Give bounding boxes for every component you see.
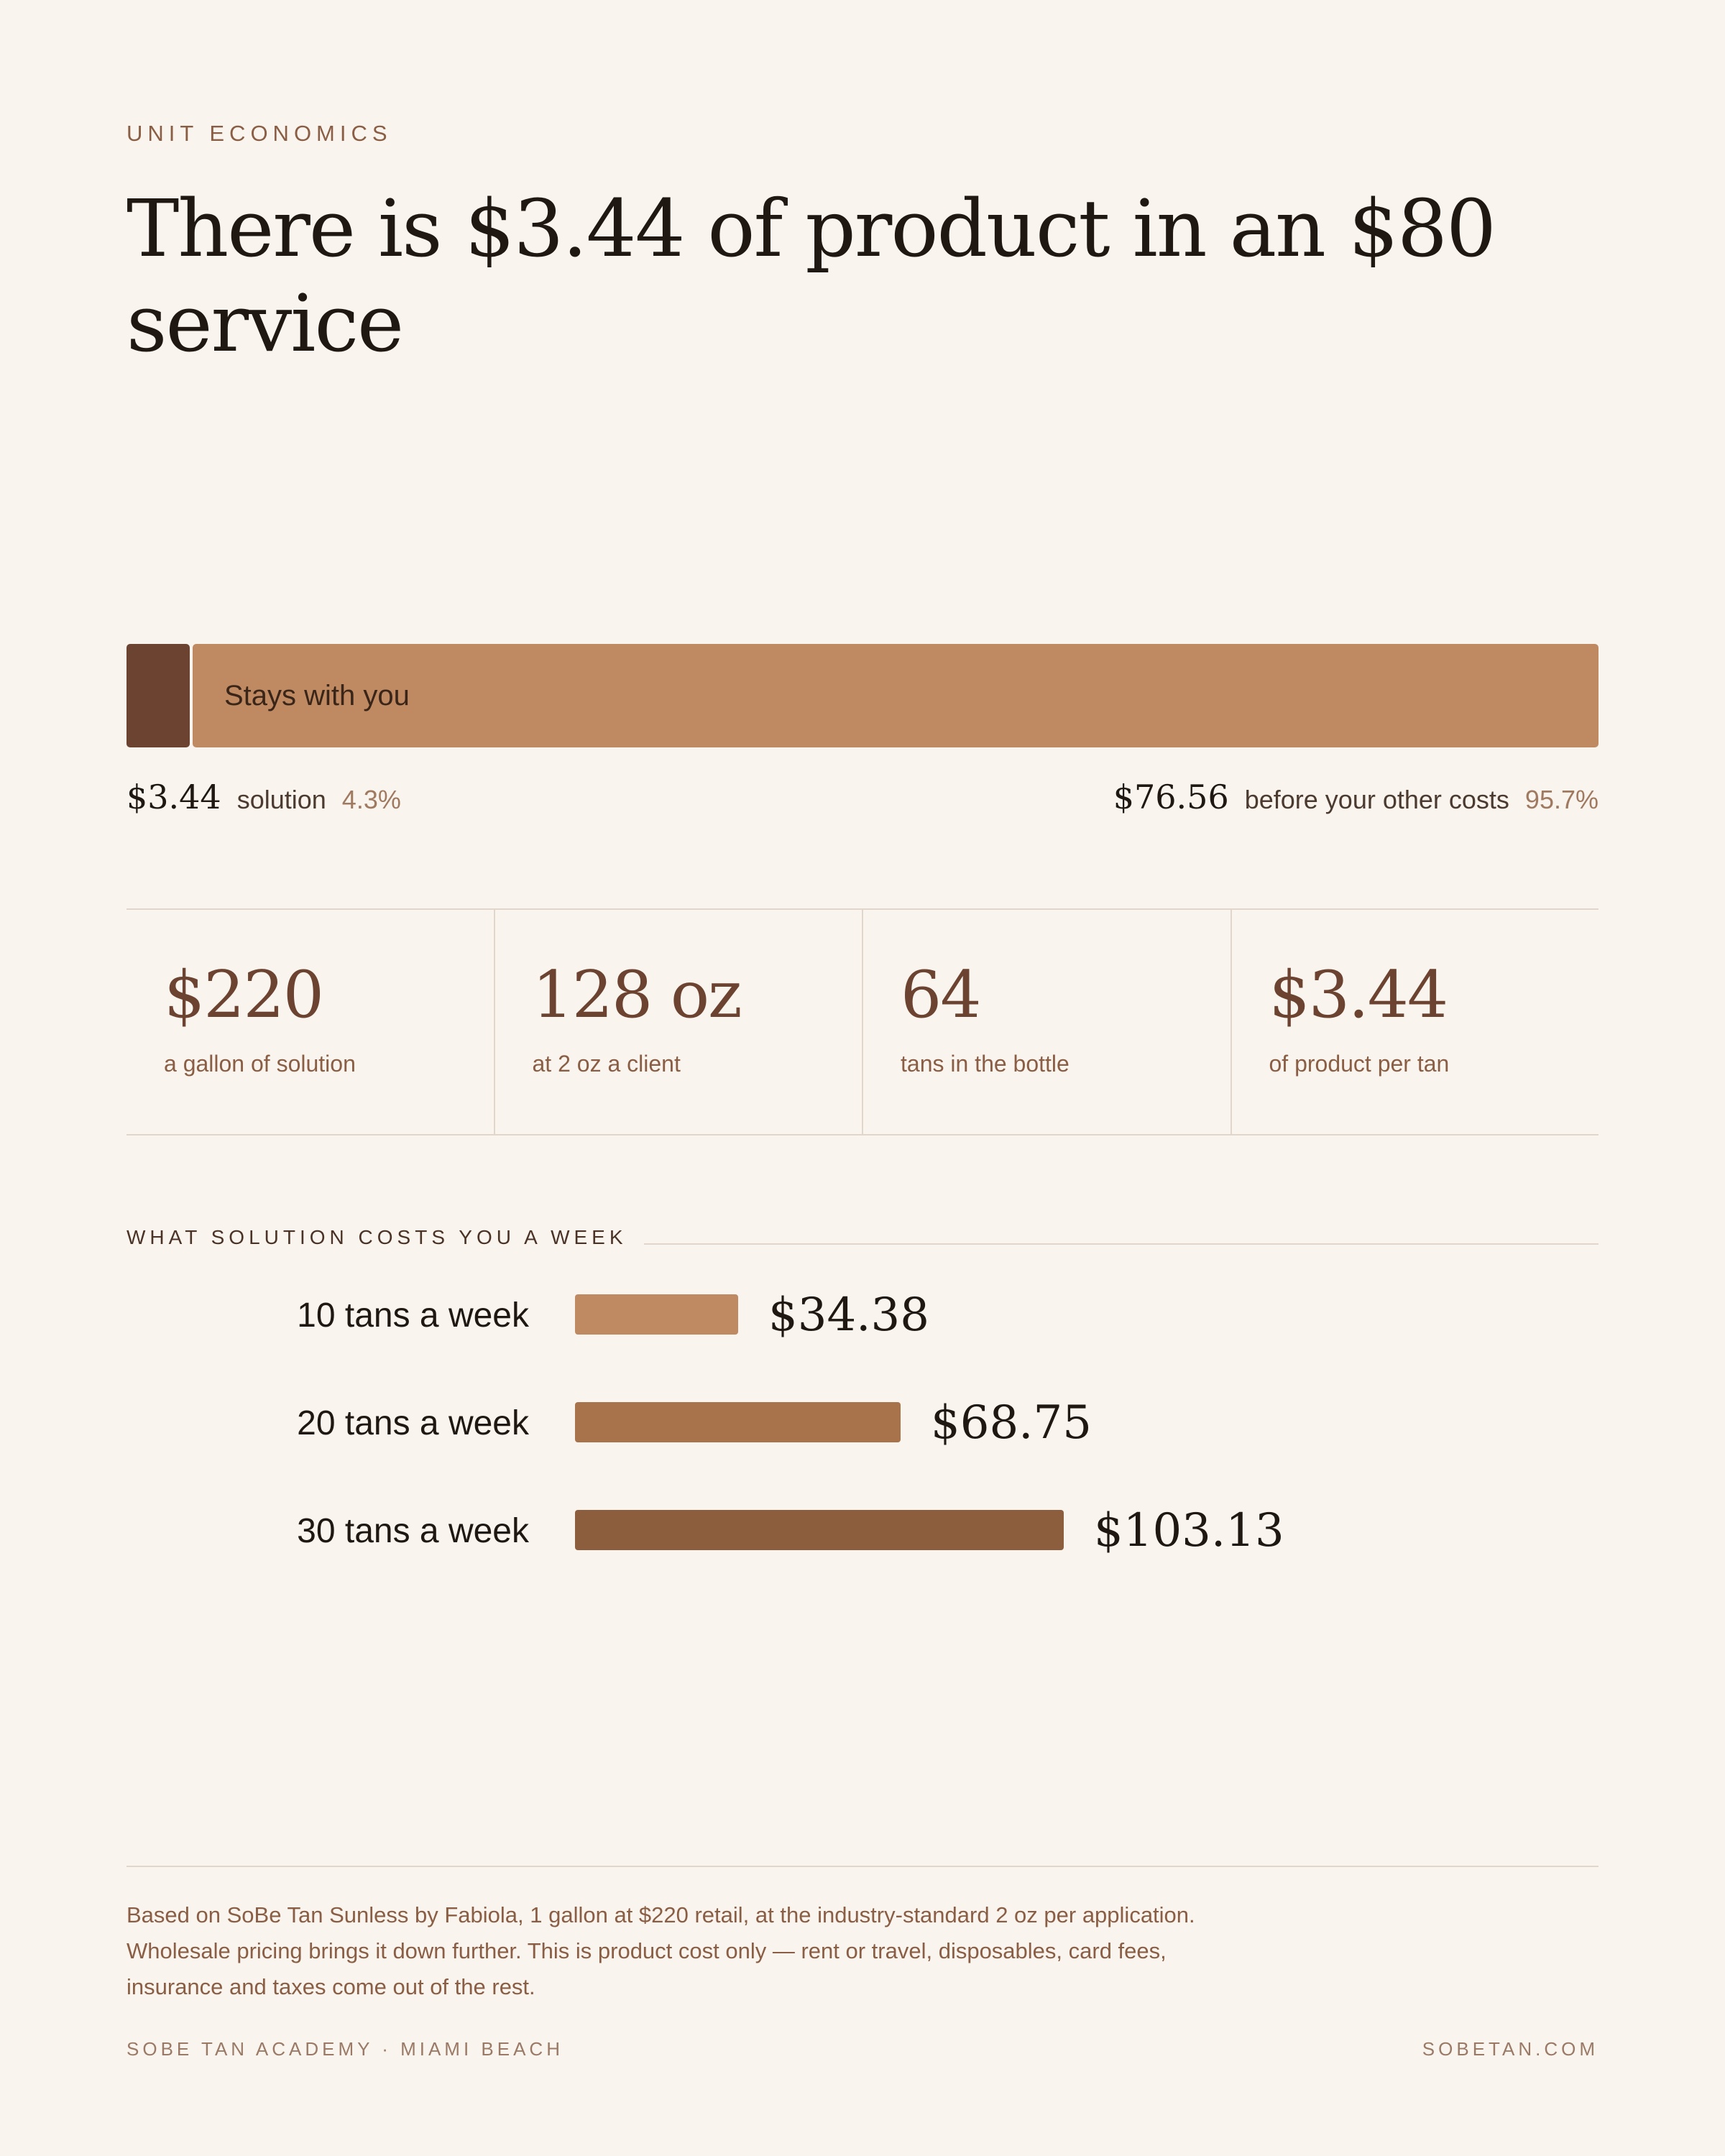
- weekly-cost-bar: [575, 1510, 1064, 1550]
- stat-caption: at 2 oz a client: [532, 1051, 681, 1077]
- stat-gallon-size: 128 oz at 2 oz a client: [493, 910, 862, 1134]
- remainder-segment: Stays with you: [193, 644, 1598, 747]
- stat-caption: of product per tan: [1269, 1051, 1450, 1077]
- stat-tans-per-bottle: 64 tans in the bottle: [862, 910, 1230, 1134]
- weekly-cost-title: WHAT SOLUTION COSTS YOU A WEEK: [126, 1226, 627, 1248]
- stat-value: $3.44: [1269, 957, 1449, 1033]
- solution-amount: $3.44: [126, 778, 221, 816]
- stats-grid: $220 a gallon of solution 128 oz at 2 oz…: [126, 908, 1598, 1135]
- weekly-cost-bar: [575, 1294, 738, 1335]
- page: UNIT ECONOMICS There is $3.44 of product…: [126, 0, 1598, 2156]
- bar-value-label: $103.13: [1094, 1504, 1284, 1557]
- footer-brand: SOBE TAN ACADEMY · MIAMI BEACH: [126, 2038, 564, 2060]
- weekly-cost-bar: [575, 1402, 901, 1442]
- solution-segment: [126, 644, 190, 747]
- footer-site: SOBETAN.COM: [1422, 2038, 1598, 2060]
- remainder-percent: 95.7%: [1524, 785, 1598, 814]
- remainder-amount: $76.56: [1113, 778, 1229, 816]
- solution-percent: 4.3%: [341, 785, 401, 814]
- weekly-cost-chart: 10 tans a week $34.38 20 tans a week $68.75…: [297, 1289, 1284, 1557]
- bar-category-label: 10 tans a week: [297, 1296, 530, 1335]
- stat-value: $220: [164, 957, 324, 1033]
- remainder-label: before your other costs: [1244, 785, 1509, 814]
- remainder-legend: $76.56 before your other costs 95.7%: [1113, 778, 1598, 816]
- solution-label: solution: [236, 785, 326, 814]
- stat-cost-per-tan: $3.44 of product per tan: [1230, 910, 1599, 1134]
- cost-split-bar: Stays with you: [126, 644, 1598, 747]
- solution-legend: $3.44 solution 4.3%: [126, 778, 401, 816]
- eyebrow-label: UNIT ECONOMICS: [126, 121, 392, 146]
- stat-value: 64: [901, 957, 982, 1033]
- bar-value-label: $68.75: [931, 1396, 1092, 1450]
- remainder-segment-label: Stays with you: [224, 679, 410, 711]
- footer-divider: [126, 1866, 1598, 1867]
- footnote: Based on SoBe Tan Sunless by Fabiola, 1 …: [126, 1902, 1195, 1999]
- bar-category-label: 20 tans a week: [297, 1404, 530, 1442]
- weekly-cost-divider: [644, 1243, 1598, 1245]
- stat-value: 128 oz: [532, 957, 742, 1033]
- stat-caption: tans in the bottle: [901, 1051, 1070, 1077]
- stat-caption: a gallon of solution: [164, 1051, 356, 1077]
- stat-gallon-price: $220 a gallon of solution: [126, 910, 494, 1134]
- bar-category-label: 30 tans a week: [297, 1512, 530, 1550]
- bar-value-label: $34.38: [768, 1289, 929, 1342]
- headline: There is $3.44 of product in an $80 serv…: [126, 183, 1496, 369]
